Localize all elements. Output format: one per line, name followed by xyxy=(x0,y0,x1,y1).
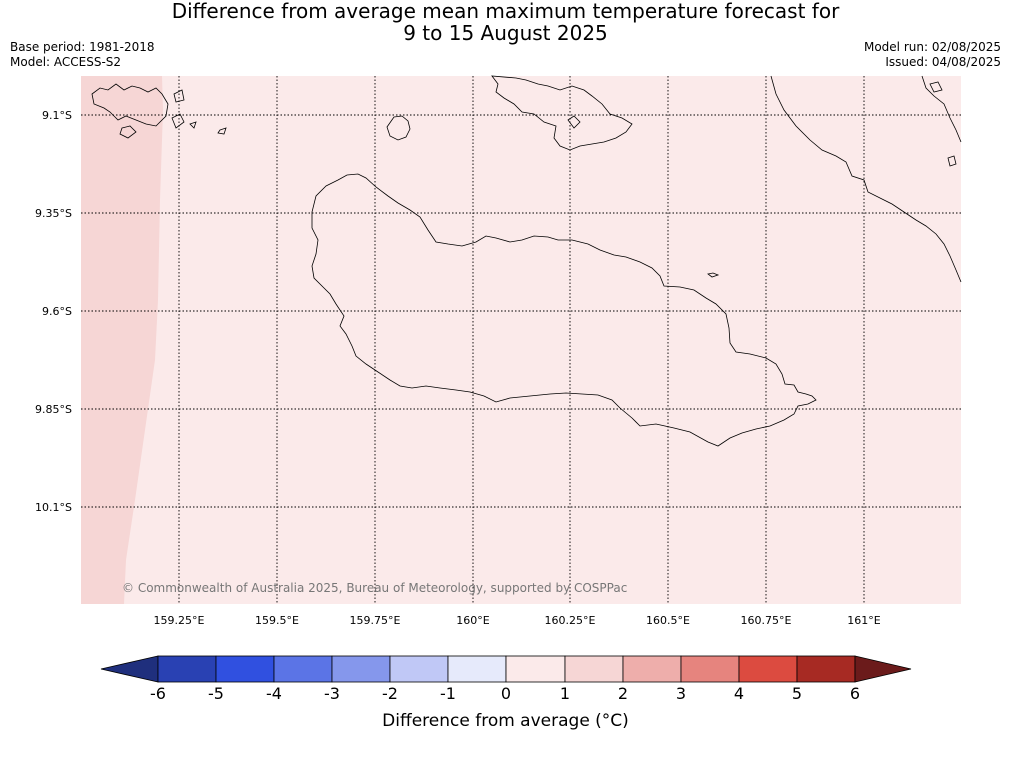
title-line-1: Difference from average mean maximum tem… xyxy=(171,0,840,23)
chart-title: Difference from average mean maximum tem… xyxy=(0,0,1011,44)
colorbar-tick-label: -6 xyxy=(150,684,166,703)
russell-islet-3 xyxy=(173,89,185,103)
colorbar-tick-label: 2 xyxy=(617,684,629,703)
colorbar-tick-label: 4 xyxy=(733,684,745,703)
copyright-notice: © Commonwealth of Australia 2025, Bureau… xyxy=(122,581,627,595)
guadalcanal-coastline xyxy=(311,173,817,447)
lon-label: 159.5°E xyxy=(255,614,299,627)
model-name: Model: ACCESS-S2 xyxy=(10,55,122,69)
colorbar-tick-label: -2 xyxy=(382,684,398,703)
colorbar-tick-label: -4 xyxy=(266,684,282,703)
colorbar-bin xyxy=(738,655,798,683)
colorbar-bin xyxy=(273,655,333,683)
colorbar-extend-high xyxy=(854,655,912,683)
lon-label: 159.75°E xyxy=(350,614,401,627)
colorbar-bin xyxy=(796,655,856,683)
lon-label: 160.5°E xyxy=(646,614,690,627)
lon-label: 159.25°E xyxy=(154,614,205,627)
west-anomaly-region xyxy=(81,76,163,604)
russell-islet-1 xyxy=(119,125,137,139)
lat-label: 9.6°S xyxy=(42,305,72,318)
colorbar-bin xyxy=(505,655,566,683)
coastlines xyxy=(91,75,962,447)
base-period: Base period: 1981-2018 xyxy=(10,40,155,54)
lon-label: 160.75°E xyxy=(741,614,792,627)
colorbar-tick-label: -1 xyxy=(440,684,456,703)
malaita-north-coast xyxy=(921,75,962,143)
colorbar-tick-label: -5 xyxy=(208,684,224,703)
lon-label: 160.25°E xyxy=(545,614,596,627)
malaita-islet-2 xyxy=(947,155,957,167)
colorbar-extend-low xyxy=(100,655,159,683)
colorbar-tick-label: 1 xyxy=(559,684,571,703)
colorbar-bin xyxy=(215,655,275,683)
meta-right: Model run: 02/08/2025 Issued: 04/08/2025 xyxy=(864,40,1001,70)
issued-date: Issued: 04/08/2025 xyxy=(885,55,1001,69)
colorbar-tick-label: 3 xyxy=(675,684,687,703)
meta-left: Base period: 1981-2018 Model: ACCESS-S2 xyxy=(10,40,155,70)
latitude-labels: 9.1°S 9.35°S 9.6°S 9.85°S 10.1°S xyxy=(35,109,72,514)
savo-island xyxy=(386,115,411,141)
russell-islet-5 xyxy=(217,127,227,135)
colorbar-tick-label: 0 xyxy=(500,684,512,703)
lat-label: 9.35°S xyxy=(35,207,72,220)
colorbar-tick-label: -3 xyxy=(324,684,340,703)
colorbar xyxy=(100,655,912,683)
russell-islands xyxy=(91,83,169,127)
malaita-islet-1 xyxy=(929,81,943,93)
longitude-labels: 159.25°E 159.5°E 159.75°E 160°E 160.25°E… xyxy=(154,614,881,627)
colorbar-bin xyxy=(680,655,740,683)
graticule xyxy=(81,76,961,604)
florida-islands xyxy=(491,75,633,151)
model-run: Model run: 02/08/2025 xyxy=(863,40,1001,54)
colorbar-bin xyxy=(564,655,624,683)
colorbar-title: Difference from average (°C) xyxy=(382,711,629,731)
lon-label: 161°E xyxy=(847,614,880,627)
colorbar-bin xyxy=(447,655,507,683)
small-island-east xyxy=(707,272,720,278)
russell-islet-4 xyxy=(189,121,197,129)
colorbar-bin xyxy=(157,655,217,683)
florida-islet xyxy=(567,115,581,129)
malaita-coastline xyxy=(770,75,962,283)
colorbar-bin xyxy=(331,655,391,683)
colorbar-bin xyxy=(389,655,449,683)
colorbar-bin xyxy=(622,655,682,683)
lat-label: 9.1°S xyxy=(42,109,72,122)
lon-label: 160°E xyxy=(456,614,489,627)
russell-islet-2 xyxy=(171,113,185,129)
colorbar-tick-label: 6 xyxy=(849,684,861,703)
map-background xyxy=(81,76,961,604)
colorbar-tick-label: 5 xyxy=(791,684,803,703)
lat-label: 10.1°S xyxy=(35,501,72,514)
title-line-2: 9 to 15 August 2025 xyxy=(403,21,608,45)
lat-label: 9.85°S xyxy=(35,403,72,416)
